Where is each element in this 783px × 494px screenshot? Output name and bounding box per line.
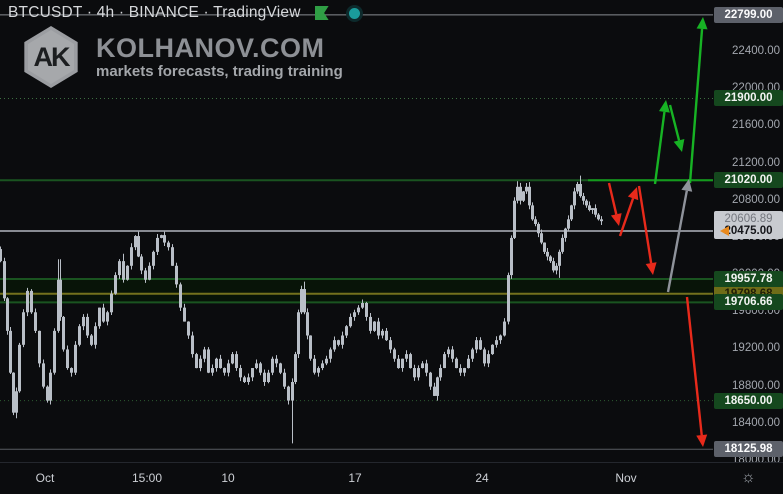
price-tick: 20800.00 (732, 193, 780, 206)
forecast-arrow-shaft (688, 28, 704, 184)
theme-sun-icon[interactable]: ☼ (741, 469, 756, 486)
forecast-arrow-head (645, 262, 657, 275)
price-label-badge: 20606.89 (714, 210, 783, 227)
kolhanov-watermark: AK KOLHANOV.COM markets forecasts, tradi… (22, 26, 343, 88)
price-tick: 18800.00 (732, 379, 780, 392)
price-tick: 21200.00 (732, 156, 780, 169)
price-axis[interactable]: 22400.00 22000.00 21600.00 21200.00 20800.00… (694, 0, 783, 466)
logo-site-name: KOLHANOV.COM (96, 32, 325, 63)
chart-canvas[interactable] (0, 0, 783, 462)
time-tick: 17 (348, 471, 362, 485)
time-tick: 24 (475, 471, 489, 485)
forecast-arrow-shaft (685, 296, 703, 436)
price-label-badge: 19957.78 (714, 271, 783, 287)
time-tick: 10 (221, 471, 235, 485)
price-label-badge: 19706.66 (714, 294, 783, 311)
time-axis[interactable]: ☼ Oct 15:00 10 17 24 Nov (0, 462, 783, 494)
forecast-arrow-shaft (618, 197, 635, 237)
forecast-arrow-head (627, 187, 639, 201)
logo-tagline: markets forecasts, trading training (96, 62, 343, 80)
forecast-arrow-head (673, 139, 685, 152)
price-label-badge: 20475.00 (714, 222, 783, 239)
forecast-arrow-shaft (666, 190, 688, 293)
flag-icon[interactable] (314, 6, 329, 20)
price-label-badge: 18125.98 (714, 441, 783, 458)
forecast-arrow-shaft (637, 185, 653, 264)
time-tick: Oct (35, 471, 55, 485)
symbol-title[interactable]: BTCUSDT · 4h · BINANCE · TradingView (8, 4, 301, 21)
forecast-arrow-shaft (607, 182, 618, 215)
forecast-arrow-shaft (653, 111, 666, 185)
forecast-arrow-shaft (668, 104, 681, 141)
price-tick: 22400.00 (732, 45, 780, 57)
connection-status-icon[interactable] (348, 7, 360, 19)
price-label-badge: 22799.00 (714, 6, 783, 23)
last-price-marker-icon (720, 225, 729, 236)
price-tick: 18400.00 (732, 416, 780, 429)
chart-legend: BTCUSDT · 4h · BINANCE · TradingView (8, 3, 360, 23)
price-tick: 21600.00 (732, 119, 780, 132)
price-label-badge: 21900.00 (714, 90, 783, 107)
price-label-badge: 21020.00 (714, 172, 783, 189)
forecast-arrow-head (610, 213, 622, 226)
forecast-arrow-head (696, 17, 708, 30)
logo-hexagon-inner: AK (28, 30, 74, 84)
price-tick: 19200.00 (732, 342, 780, 355)
forecast-arrow-head (658, 100, 670, 113)
forecast-arrow-head (681, 179, 693, 192)
supply-band (0, 279, 713, 303)
logo-hexagon: AK (24, 26, 78, 88)
price-label-badge: 18650.00 (714, 392, 783, 409)
time-tick: Nov (615, 471, 637, 485)
forecast-arrow-head (696, 434, 708, 447)
logo-monogram: AK (33, 41, 71, 72)
time-tick: 15:00 (131, 471, 163, 485)
